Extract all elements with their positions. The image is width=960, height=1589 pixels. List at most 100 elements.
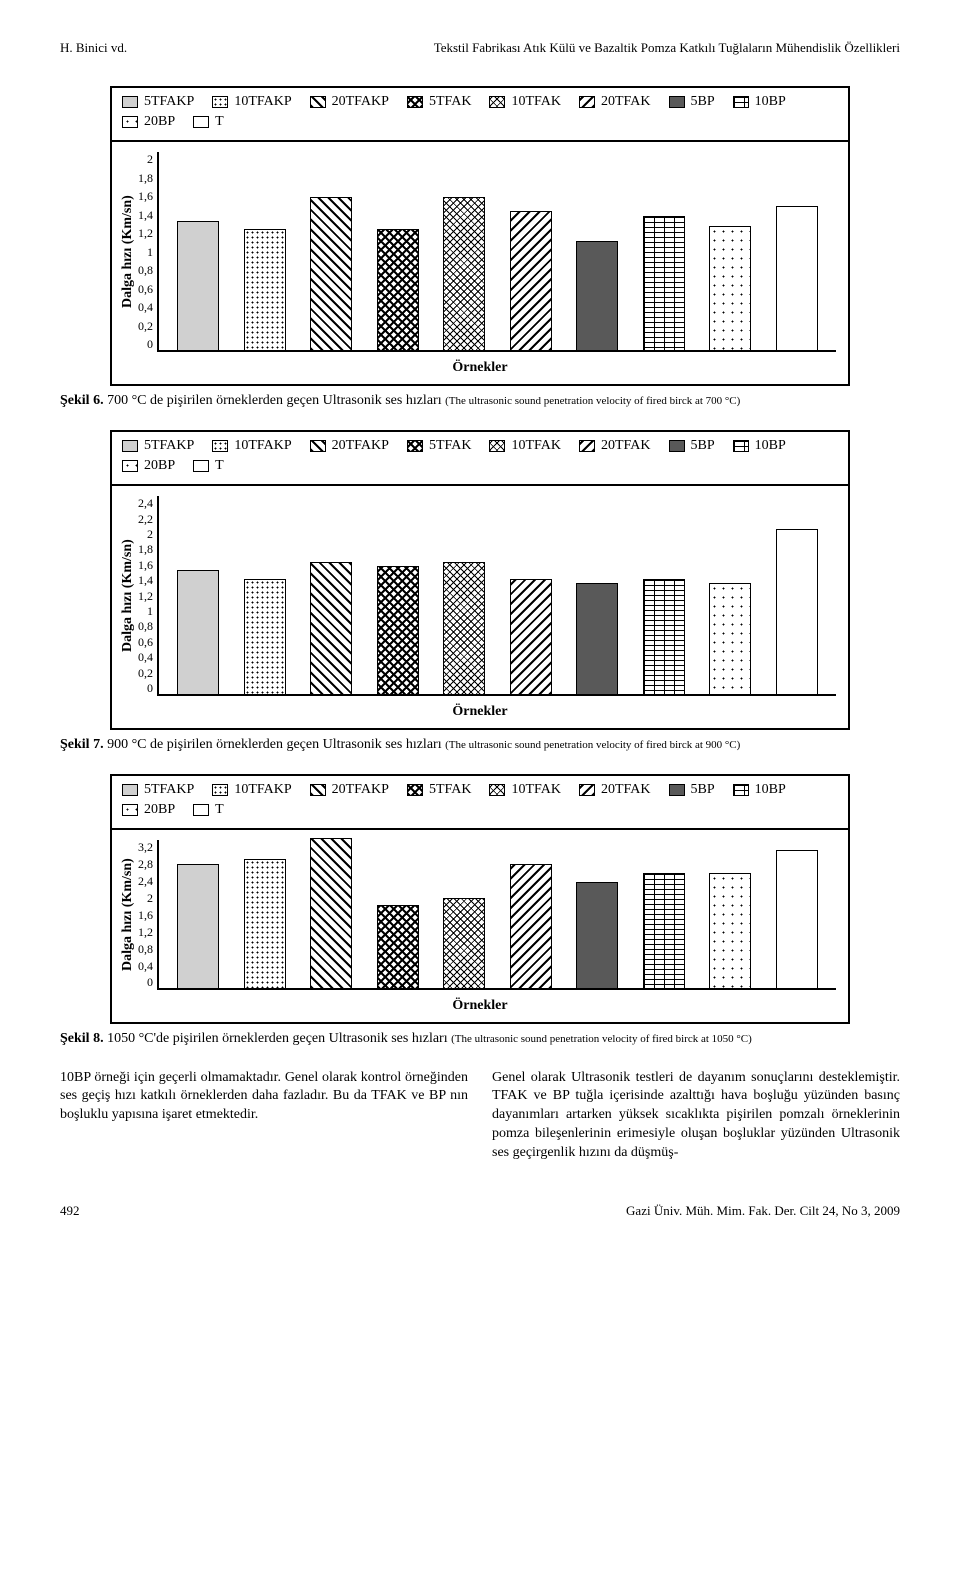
y-tick: 1,6 [138,908,153,923]
y-tick: 0,6 [138,282,153,297]
legend-label: T [215,802,224,818]
y-tick: 2,4 [138,874,153,889]
y-tick: 1,2 [138,925,153,940]
figure-caption: Şekil 8. 1050 °C'de pişirilen örneklerde… [60,1030,900,1048]
y-tick: 0,8 [138,942,153,957]
bar [244,579,286,695]
y-tick: 0,8 [138,619,153,634]
y-tick: 1,2 [138,589,153,604]
legend-swatch [310,96,326,108]
legend-swatch [122,804,138,816]
legend-label: 10BP [755,94,786,110]
bar [443,562,485,694]
bar-plot [157,496,836,696]
legend-item: 5BP [669,438,715,454]
legend-swatch [407,784,423,796]
y-axis-ticks: 2,42,221,81,61,41,210,80,60,40,20 [138,496,157,696]
y-tick: 1,6 [138,189,153,204]
legend-label: 5BP [691,438,715,454]
legend-swatch [310,784,326,796]
legend-item: 10TFAKP [212,438,291,454]
legend-label: 5TFAK [429,438,472,454]
legend-item: 10TFAK [489,438,561,454]
y-tick: 0,6 [138,635,153,650]
legend-label: T [215,458,224,474]
legend-item: 10BP [733,438,786,454]
bar-plot [157,840,836,990]
legend-item: 20TFAKP [310,438,389,454]
chart-frame: 5TFAKP10TFAKP20TFAKP5TFAK10TFAK20TFAK5BP… [110,430,850,730]
plot-area: Dalga hızı (Km/sn)2,42,221,81,61,41,210,… [112,486,848,700]
bar [177,864,219,989]
figure-caption: Şekil 7. 900 °C de pişirilen örneklerden… [60,736,900,754]
y-tick: 0,2 [138,319,153,334]
x-axis-label: Örnekler [112,700,848,728]
legend-label: 10TFAK [511,94,561,110]
legend-swatch [310,440,326,452]
page-footer: 492 Gazi Üniv. Müh. Mim. Fak. Der. Cilt … [60,1203,900,1219]
legend-item: 5TFAK [407,782,472,798]
bar [377,905,419,988]
legend-item: 5TFAK [407,438,472,454]
legend-label: 20TFAKP [332,438,389,454]
bar [776,529,818,694]
bar [709,873,751,989]
legend-item: 20BP [122,802,175,818]
legend-label: 10BP [755,438,786,454]
bar [177,570,219,694]
bar [709,226,751,350]
legend-label: 5TFAKP [144,782,194,798]
legend-swatch [489,440,505,452]
y-tick: 1,8 [138,542,153,557]
y-axis-ticks: 21,81,61,41,210,80,60,40,20 [138,152,157,352]
y-tick: 1,8 [138,171,153,186]
legend-item: 20TFAK [579,438,651,454]
legend-label: 5TFAK [429,94,472,110]
x-axis-label: Örnekler [112,994,848,1022]
y-tick: 0,2 [138,666,153,681]
chart-legend: 5TFAKP10TFAKP20TFAKP5TFAK10TFAK20TFAK5BP… [112,432,848,486]
legend-label: 10TFAK [511,438,561,454]
legend-swatch [407,96,423,108]
legend-label: 20TFAK [601,438,651,454]
y-tick: 1,4 [138,573,153,588]
bar [310,838,352,988]
y-tick: 1 [147,245,153,260]
legend-swatch [669,784,685,796]
legend-label: 20TFAK [601,782,651,798]
bar [643,873,685,989]
bar [443,898,485,988]
legend-label: 5TFAKP [144,94,194,110]
footer-page-number: 492 [60,1203,80,1219]
body-right-column: Genel olarak Ultrasonik testleri de daya… [492,1069,900,1163]
y-axis-label: Dalga hızı (Km/sn) [118,152,138,352]
bar [643,216,685,350]
legend-label: 20TFAKP [332,94,389,110]
y-tick: 0,4 [138,300,153,315]
legend-item: 10BP [733,782,786,798]
y-tick: 2,2 [138,512,153,527]
caption-subtext: (The ultrasonic sound penetration veloci… [445,395,740,407]
x-axis-label: Örnekler [112,356,848,384]
legend-item: 20TFAK [579,782,651,798]
y-axis-label: Dalga hızı (Km/sn) [118,496,138,696]
legend-label: 5TFAK [429,782,472,798]
bar [510,864,552,989]
legend-swatch [733,440,749,452]
legend-item: 5TFAKP [122,94,194,110]
y-tick: 0 [147,681,153,696]
legend-swatch [669,96,685,108]
page-header: H. Binici vd. Tekstil Fabrikası Atık Kül… [60,40,900,56]
bar [576,583,618,694]
legend-item: 20BP [122,114,175,130]
caption-text: 1050 °C'de pişirilen örneklerden geçen U… [104,1031,452,1046]
legend-label: 20TFAK [601,94,651,110]
bar [310,562,352,694]
legend-label: 20TFAKP [332,782,389,798]
legend-swatch [579,96,595,108]
y-tick: 0 [147,337,153,352]
legend-label: 10TFAK [511,782,561,798]
y-axis-label: Dalga hızı (Km/sn) [118,840,138,990]
legend-swatch [193,804,209,816]
caption-subtext: (The ultrasonic sound penetration veloci… [445,739,740,751]
